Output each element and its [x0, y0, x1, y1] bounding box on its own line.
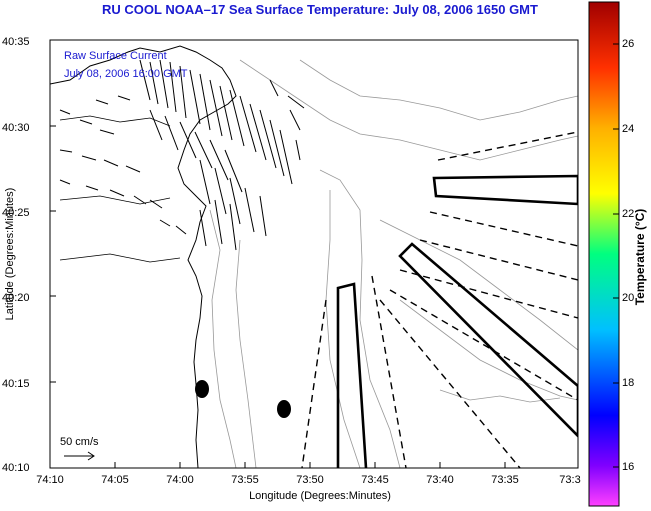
- x-tick-label: 74:00: [166, 474, 194, 486]
- y-tick-label: 40:10: [2, 462, 30, 474]
- y-tick-label: 40:25: [2, 207, 30, 219]
- y-tick-label: 40:30: [2, 122, 30, 134]
- radial-dashed-lines: [301, 131, 578, 468]
- x-tick-label: 73:35: [491, 474, 519, 486]
- colorbar-tick: 22: [622, 208, 635, 220]
- scale-arrow: [64, 451, 95, 461]
- x-tick-label: 74:05: [101, 474, 129, 486]
- y-tick-label: 40:20: [2, 292, 30, 304]
- x-tick-label: 73:50: [296, 474, 324, 486]
- colorbar-tick: 24: [622, 123, 635, 135]
- current-vectors: [59, 59, 305, 251]
- coastline: [50, 45, 237, 468]
- colorbar: [588, 1, 620, 507]
- colorbar-tick: 20: [622, 292, 635, 304]
- x-tick-label: 73:55: [231, 474, 259, 486]
- colorbar-tick: 26: [622, 38, 635, 50]
- x-tick-label: 73:3: [559, 474, 581, 486]
- radar-sector-outlines: [336, 174, 578, 468]
- legend-line-1: Raw Surface Current: [64, 50, 167, 62]
- colorbar-label: Temperature (°C): [633, 208, 647, 306]
- map-title: RU COOL NOAA–17 Sea Surface Temperature:…: [102, 2, 538, 17]
- x-axis-label: Longitude (Degrees:Minutes): [249, 490, 391, 502]
- x-tick-label: 74:10: [36, 474, 64, 486]
- x-tick-label: 73:40: [426, 474, 454, 486]
- station-marker-1: [195, 380, 209, 398]
- map-frame: [49, 39, 579, 469]
- y-tick-label: 40:15: [2, 378, 30, 390]
- legend-line-2: July 08, 2006 16:00 GMT: [64, 68, 188, 80]
- scale-label: 50 cm/s: [60, 436, 99, 448]
- station-marker-2: [277, 400, 291, 418]
- colorbar-tick: 18: [622, 377, 635, 389]
- x-tick-label: 73:45: [361, 474, 389, 486]
- y-tick-label: 40:35: [2, 36, 30, 48]
- colorbar-tick: 16: [622, 461, 635, 473]
